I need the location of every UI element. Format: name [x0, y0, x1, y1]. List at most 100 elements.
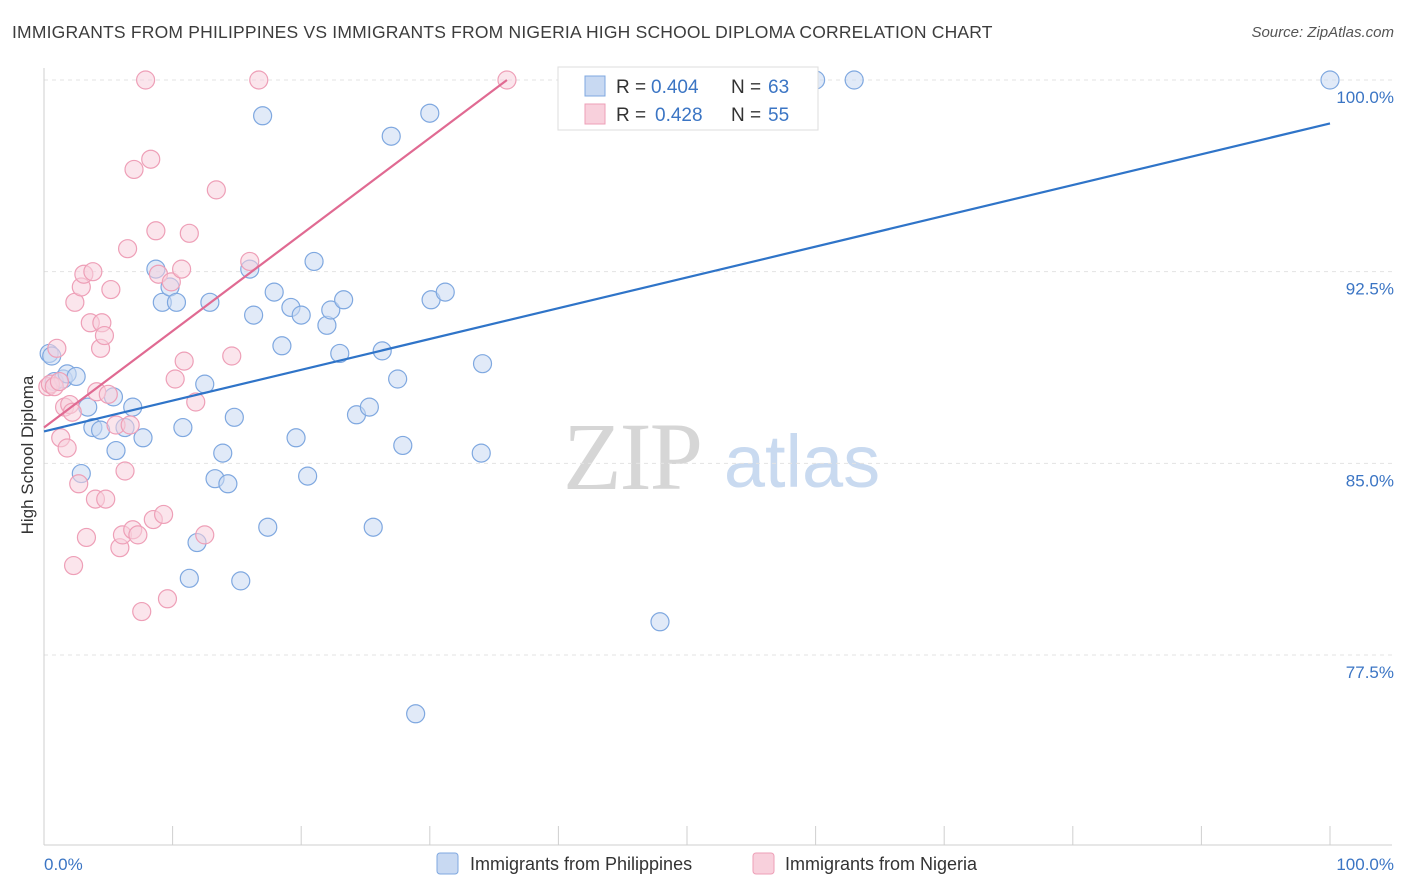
- stats-swatch-philippines: [584, 75, 606, 97]
- point-nigeria: [249, 70, 269, 90]
- point-philippines: [388, 369, 408, 389]
- point-philippines: [393, 435, 413, 456]
- chart-source: Source: ZipAtlas.com: [1251, 24, 1394, 41]
- point-philippines: [334, 290, 354, 310]
- point-nigeria: [174, 351, 194, 371]
- y-tick-label: 100.0%: [1336, 88, 1394, 107]
- point-nigeria: [128, 525, 148, 545]
- point-nigeria: [117, 239, 138, 259]
- point-philippines: [106, 440, 126, 461]
- point-nigeria: [49, 371, 70, 392]
- point-philippines: [253, 106, 273, 126]
- stats-n-value-philippines: 63: [768, 77, 789, 98]
- point-nigeria: [153, 504, 174, 525]
- watermark-zip: ZIP: [563, 403, 701, 510]
- point-nigeria: [120, 415, 140, 435]
- legend-swatch-philippines: [436, 852, 459, 875]
- point-nigeria: [69, 474, 89, 494]
- watermark: ZIP atlas: [563, 403, 880, 510]
- point-philippines: [179, 568, 199, 588]
- y-tick-label: 85.0%: [1346, 471, 1394, 490]
- point-philippines: [321, 300, 341, 320]
- point-philippines: [66, 366, 86, 387]
- stats-r-label-nigeria: R =: [616, 105, 646, 126]
- point-philippines: [272, 336, 292, 356]
- point-philippines: [435, 282, 455, 302]
- point-philippines: [420, 103, 440, 123]
- point-nigeria: [195, 525, 215, 545]
- watermark-atlas: atlas: [724, 420, 880, 503]
- point-nigeria: [141, 149, 161, 169]
- legend-label-philippines: Immigrants from Philippines: [470, 854, 692, 874]
- point-philippines: [231, 571, 251, 591]
- point-nigeria: [135, 70, 156, 90]
- y-tick-labels: 100.0% 92.5% 85.0% 77.5%: [1336, 88, 1394, 682]
- point-nigeria: [179, 223, 199, 243]
- point-nigeria: [57, 438, 77, 458]
- point-philippines: [471, 443, 491, 463]
- point-nigeria: [98, 384, 118, 404]
- point-philippines: [166, 292, 187, 312]
- point-philippines: [133, 428, 153, 448]
- point-philippines: [363, 517, 383, 537]
- point-nigeria: [63, 555, 84, 576]
- point-philippines: [406, 704, 426, 724]
- series-legend: Immigrants from Philippines Immigrants f…: [436, 852, 978, 875]
- point-nigeria: [132, 601, 152, 622]
- point-philippines: [224, 407, 244, 427]
- point-philippines: [330, 343, 350, 364]
- point-philippines: [298, 466, 318, 486]
- stats-n-label-nigeria: N =: [731, 105, 761, 126]
- point-nigeria: [222, 346, 242, 366]
- gridlines: [44, 79, 1392, 656]
- trend-lines: [43, 79, 1331, 433]
- stats-r-value-philippines: 0.404: [651, 77, 699, 98]
- point-philippines: [1320, 70, 1340, 90]
- point-nigeria: [94, 325, 115, 346]
- point-nigeria: [83, 262, 103, 282]
- y-tick-label: 77.5%: [1346, 663, 1394, 682]
- point-nigeria: [101, 279, 121, 300]
- stats-n-label-philippines: N =: [731, 77, 761, 98]
- point-nigeria: [206, 180, 226, 200]
- point-nigeria: [124, 159, 144, 180]
- x-tick-label-min: 0.0%: [44, 855, 83, 874]
- stats-n-value-nigeria: 55: [768, 105, 789, 126]
- point-nigeria: [157, 589, 178, 609]
- stats-r-value-nigeria: 0.428: [655, 105, 703, 126]
- y-tick-label: 92.5%: [1346, 280, 1394, 299]
- stats-legend: R = 0.404 N = 63 R = 0.428 N = 55: [557, 66, 819, 131]
- point-philippines: [213, 443, 233, 463]
- point-philippines: [218, 474, 238, 494]
- point-philippines: [472, 354, 493, 374]
- point-philippines: [258, 517, 278, 537]
- point-philippines: [244, 305, 264, 325]
- point-nigeria: [146, 221, 166, 241]
- point-philippines: [359, 397, 379, 417]
- point-nigeria: [161, 272, 181, 292]
- point-nigeria: [172, 259, 192, 279]
- legend-label-nigeria: Immigrants from Nigeria: [785, 854, 978, 874]
- point-philippines: [844, 70, 864, 90]
- point-philippines: [286, 428, 306, 448]
- point-philippines: [264, 282, 284, 302]
- trend-line-philippines: [43, 122, 1331, 433]
- point-nigeria: [76, 527, 97, 548]
- point-nigeria: [186, 392, 206, 412]
- point-nigeria: [165, 369, 185, 389]
- point-philippines: [650, 612, 670, 632]
- point-philippines: [381, 126, 401, 146]
- trend-line-nigeria: [43, 79, 508, 429]
- stats-swatch-nigeria: [584, 103, 606, 125]
- point-philippines: [291, 305, 311, 325]
- point-nigeria: [47, 338, 67, 358]
- point-philippines: [173, 417, 193, 438]
- axes: [43, 68, 1392, 846]
- stats-r-label-philippines: R =: [616, 77, 646, 98]
- x-tick-label-max: 100.0%: [1336, 855, 1394, 874]
- point-nigeria: [96, 489, 116, 509]
- series-philippines-points: [39, 70, 1340, 724]
- point-philippines: [304, 251, 324, 272]
- legend-swatch-nigeria: [752, 852, 775, 875]
